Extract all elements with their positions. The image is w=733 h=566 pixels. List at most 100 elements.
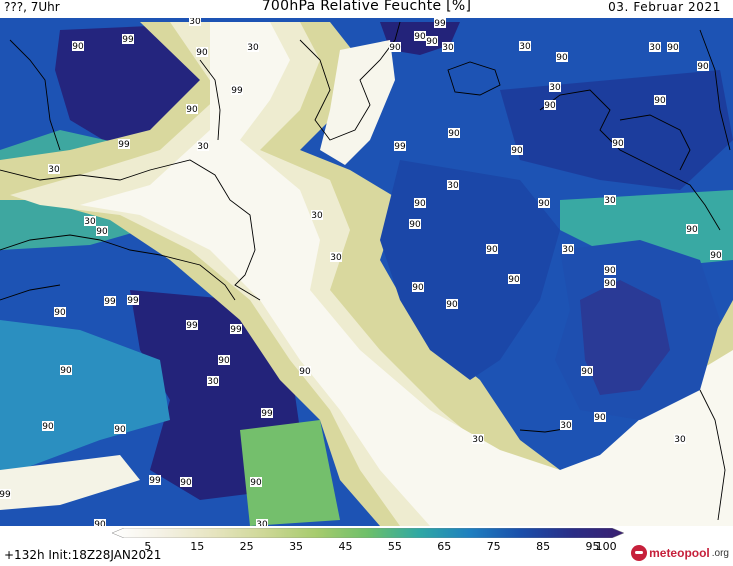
- contour-label-box: [54, 307, 66, 317]
- contour-label: 90: [94, 519, 106, 526]
- contour-label-text: 30: [48, 165, 60, 175]
- contour-label-text: 99: [230, 325, 242, 335]
- contour-label: 90: [686, 224, 698, 235]
- contour-label-box: [667, 42, 679, 52]
- meteopool-logo-icon: [631, 545, 648, 561]
- contour-label: 99: [104, 296, 116, 307]
- contour-label-text: 90: [448, 129, 460, 139]
- contour-label-text: 90: [414, 32, 426, 42]
- colorbar-tick: 5: [144, 540, 152, 553]
- contour-label: 30: [560, 420, 572, 431]
- contour-label-text: 90: [196, 48, 208, 58]
- contour-label-text: 30: [674, 435, 686, 445]
- contour-label-text: 90: [686, 225, 698, 235]
- contour-label: 99: [118, 139, 130, 150]
- contour-label: 90: [42, 421, 54, 432]
- contour-label-text: 90: [114, 425, 126, 435]
- contour-label: 90: [409, 219, 421, 230]
- contour-label-box: [311, 210, 323, 220]
- contour-label-text: 90: [299, 367, 311, 377]
- contour-label-box: [434, 18, 446, 28]
- contour-label-text: 90: [654, 96, 666, 106]
- contour-label: 30: [674, 434, 686, 445]
- contour-label: 30: [442, 42, 454, 53]
- contour-label-box: [299, 366, 311, 376]
- contour-label-text: 30: [649, 43, 661, 53]
- contour-label: 90: [604, 278, 616, 289]
- contour-label-text: 90: [667, 43, 679, 53]
- contour-label-box: [594, 412, 606, 422]
- contour-label: 30: [549, 82, 561, 93]
- contour-label: 99: [0, 489, 11, 500]
- contour-label-text: 90: [538, 199, 550, 209]
- contour-label: 99: [149, 475, 161, 486]
- contour-label-text: 30: [207, 377, 219, 387]
- contour-label-box: [218, 355, 230, 365]
- contour-label-box: [122, 34, 134, 44]
- contour-label: 90: [114, 424, 126, 435]
- contour-label: 30: [330, 252, 342, 263]
- contour-label-text: 99: [231, 86, 243, 96]
- contour-label-box: [94, 519, 106, 526]
- contour-label-text: 30: [330, 253, 342, 263]
- contour-label-text: 99: [186, 321, 198, 331]
- contour-label: 99: [186, 320, 198, 331]
- contour-label-text: 90: [556, 53, 568, 63]
- meteopool-logo[interactable]: meteopool .org: [631, 545, 729, 561]
- colorbar-tick: 75: [486, 540, 501, 553]
- contour-label-box: [549, 82, 561, 92]
- contour-label-box: [261, 408, 273, 418]
- contour-label-text: 90: [426, 37, 438, 47]
- contour-label: 30: [562, 244, 574, 255]
- contour-label-box: [511, 145, 523, 155]
- contour-label-box: [560, 420, 572, 430]
- contour-label-text: 30: [189, 18, 201, 27]
- contour-label-box: [0, 489, 11, 499]
- contour-label-text: 90: [60, 366, 72, 376]
- contour-label-box: [256, 519, 268, 526]
- contour-label-text: 99: [127, 296, 139, 306]
- valid-date-label: 03. Februar 2021: [608, 0, 721, 14]
- contour-label-text: 90: [42, 422, 54, 432]
- contour-label: 30: [447, 180, 459, 191]
- contour-label: 90: [72, 41, 84, 52]
- contour-label-box: [508, 274, 520, 284]
- contour-label: 99: [230, 324, 242, 335]
- contour-label-text: 90: [186, 105, 198, 115]
- contour-label-box: [562, 244, 574, 254]
- contour-label-box: [149, 475, 161, 485]
- contour-label-box: [230, 324, 242, 334]
- contour-label: 90: [299, 366, 311, 377]
- contour-label: 90: [218, 355, 230, 366]
- contour-label-box: [674, 434, 686, 444]
- contour-label-text: 90: [544, 101, 556, 111]
- contour-label: 30: [197, 141, 209, 152]
- contour-label-box: [96, 226, 108, 236]
- contour-label: 90: [511, 145, 523, 156]
- contour-label: 30: [604, 195, 616, 206]
- contour-label: 99: [127, 295, 139, 306]
- contour-label-box: [604, 195, 616, 205]
- contour-label-text: 30: [604, 196, 616, 206]
- contour-label-text: 90: [389, 43, 401, 53]
- contour-label-text: 90: [486, 245, 498, 255]
- colorbar-tick: 25: [239, 540, 254, 553]
- contour-label: 90: [538, 198, 550, 209]
- contour-label-text: 30: [197, 142, 209, 152]
- contour-label: 90: [508, 274, 520, 285]
- contour-label-text: 90: [96, 227, 108, 237]
- contour-label-box: [250, 477, 262, 487]
- contour-label: 30: [48, 164, 60, 175]
- contour-label: 90: [556, 52, 568, 63]
- contour-label-text: 30: [560, 421, 572, 431]
- contour-label-box: [84, 216, 96, 226]
- contour-label-box: [446, 299, 458, 309]
- colorbar-tick: 100: [595, 540, 617, 553]
- contour-label-box: [118, 139, 130, 149]
- contour-label: 30: [256, 519, 268, 526]
- contour-label: 90: [448, 128, 460, 139]
- humidity-map: 30 99 90 99 90 30 90 90 90 30 30 90 30 90 90 99 90 30 90 90…: [0, 18, 733, 526]
- contour-label-box: [389, 42, 401, 52]
- contour-label-box: [231, 85, 243, 95]
